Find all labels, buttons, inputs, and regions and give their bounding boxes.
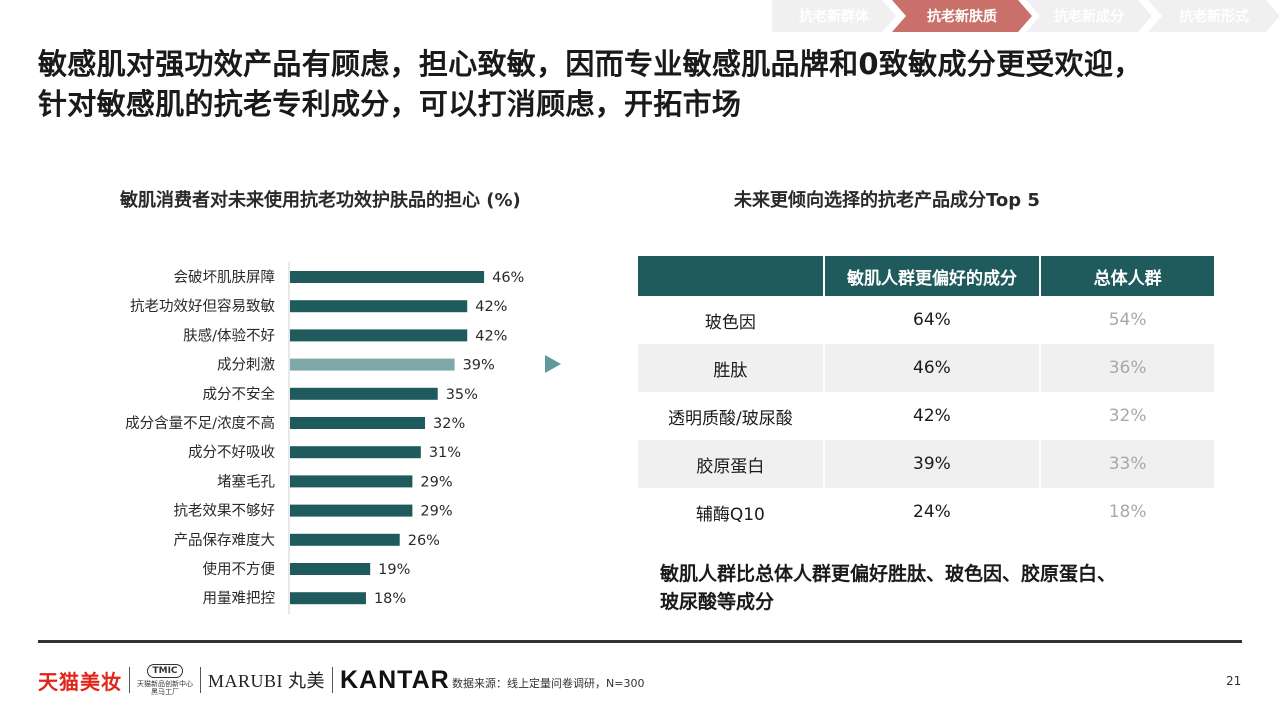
- overall-share: 32%: [1039, 392, 1214, 440]
- category-label: 抗老功效好但容易致敏: [130, 298, 275, 315]
- table-header-row: 敏肌人群更偏好的成分 总体人群: [638, 256, 1214, 296]
- insight-line-1: 敏肌人群比总体人群更偏好胜肽、玻色因、胶原蛋白、: [660, 563, 1117, 585]
- section-nav: 抗老新群体 抗老新肤质 抗老新成分 抗老新形式: [772, 0, 1280, 32]
- bar-value-label: 18%: [374, 591, 406, 607]
- bar: [290, 300, 468, 313]
- bar: [290, 533, 400, 546]
- concerns-bar-chart: 会破坏肌肤屏障 46% 抗老功效好但容易致敏 42% 肤感/体验不好 42% 成分刺激 39%…: [125, 262, 524, 615]
- ingredient-name: 玻色因: [704, 312, 756, 333]
- kantar-logo: KANTAR: [340, 665, 450, 694]
- category-label: 成分刺激: [217, 357, 275, 374]
- nav-tab-new-skin[interactable]: 抗老新肤质: [892, 0, 1032, 32]
- marubi-logo: MARUBI 丸美: [208, 671, 326, 691]
- bar-value-label: 35%: [446, 387, 478, 403]
- logo-separator: [129, 667, 130, 693]
- table-row: 胶原蛋白 39% 33%: [638, 440, 1214, 488]
- table-header-overall: 总体人群: [1039, 256, 1214, 296]
- bar: [290, 329, 468, 342]
- ingredients-table: 敏肌人群更偏好的成分 总体人群 玻色因 64% 54% 胜肽 46% 36% 透…: [638, 256, 1214, 536]
- nav-tab-label: 抗老新肤质: [927, 9, 997, 25]
- overall-share: 33%: [1039, 440, 1214, 488]
- bar: [290, 563, 371, 575]
- bar-value-label: 42%: [475, 328, 507, 344]
- bar-value-label: 31%: [429, 445, 461, 461]
- table-row: 胜肽 46% 36%: [638, 344, 1214, 392]
- insight-line-2: 玻尿酸等成分: [660, 591, 775, 613]
- bar-value-label: 29%: [420, 474, 452, 490]
- bar: [290, 387, 438, 400]
- nav-tab-label: 抗老新形式: [1179, 9, 1249, 25]
- category-label: 堵塞毛孔: [217, 472, 275, 490]
- category-label: 成分不好吸收: [188, 444, 275, 461]
- bar-value-label: 32%: [433, 416, 465, 432]
- table-row: 透明质酸/玻尿酸 42% 32%: [638, 392, 1214, 440]
- category-label: 使用不方便: [203, 561, 276, 578]
- category-label: 抗老效果不够好: [174, 503, 276, 520]
- sensitive-share: 39%: [822, 440, 1040, 488]
- bar-value-label: 26%: [408, 533, 440, 549]
- bar: [290, 504, 413, 517]
- overall-share: 18%: [1039, 488, 1214, 536]
- bar-value-label: 42%: [475, 299, 507, 315]
- bar: [290, 358, 455, 371]
- bar-value-label: 46%: [492, 270, 524, 286]
- page-headline: 敏感肌对强功效产品有顾虑，担心致敏，因而专业敏感肌品牌和0致敏成分更受欢迎， 针…: [38, 44, 1248, 124]
- table-header-sensitive: 敏肌人群更偏好的成分: [822, 256, 1040, 296]
- footer-divider: [38, 640, 1242, 643]
- tmall-beauty-logo: 天猫美妆: [38, 669, 122, 694]
- nav-tab-new-ingredients[interactable]: 抗老新成分: [1026, 0, 1152, 32]
- ingredient-name: 胶原蛋白: [696, 456, 765, 477]
- category-label: 用量难把控: [203, 590, 276, 607]
- sensitive-share: 42%: [822, 392, 1040, 440]
- category-label: 成分不安全: [203, 385, 276, 403]
- ingredient-name: 辅酶Q10: [695, 504, 765, 525]
- logo-separator: [200, 667, 201, 693]
- page-number: 21: [1226, 674, 1242, 688]
- nav-tab-label: 抗老新成分: [1054, 9, 1124, 25]
- headline-line-1: 敏感肌对强功效产品有顾虑，担心致敏，因而专业敏感肌品牌和0致敏成分更受欢迎，: [38, 47, 1143, 81]
- nav-tab-label: 抗老新群体: [799, 9, 869, 25]
- partner-logos: 天猫美妆 TMIC 天猫新品创新中心 黑马工厂 MARUBI 丸美 KANTAR: [38, 660, 450, 700]
- tmic-badge: TMIC: [147, 664, 183, 678]
- headline-line-2: 针对敏感肌的抗老专利成分，可以打消顾虑，开拓市场: [38, 87, 742, 121]
- bar-value-label: 29%: [420, 504, 452, 520]
- tmic-logo: TMIC 天猫新品创新中心 黑马工厂: [137, 664, 193, 696]
- overall-share: 36%: [1039, 344, 1214, 392]
- transition-arrow-icon: [545, 355, 561, 373]
- insight-text: 敏肌人群比总体人群更偏好胜肽、玻色因、胶原蛋白、 玻尿酸等成分: [660, 560, 1180, 616]
- nav-tab-new-groups[interactable]: 抗老新群体: [772, 0, 896, 32]
- bar: [290, 592, 366, 605]
- sensitive-share: 64%: [822, 296, 1040, 344]
- ingredient-name: 透明质酸/玻尿酸: [667, 408, 793, 429]
- category-label: 肤感/体验不好: [183, 327, 275, 344]
- overall-share: 54%: [1039, 296, 1214, 344]
- sensitive-share: 24%: [822, 488, 1040, 536]
- bar: [290, 417, 426, 429]
- sensitive-share: 46%: [822, 344, 1040, 392]
- bar: [290, 446, 421, 459]
- table-title: 未来更倾向选择的抗老产品成分Top 5: [734, 190, 1040, 211]
- category-label: 产品保存难度大: [174, 532, 276, 549]
- ingredient-name: 胜肽: [713, 360, 748, 381]
- category-label: 成分含量不足/浓度不高: [125, 415, 275, 432]
- category-label: 会破坏肌肤屏障: [174, 268, 276, 286]
- bar: [290, 475, 413, 488]
- data-source-note: 数据来源：线上定量问卷调研，N=300: [452, 677, 645, 690]
- logo-separator: [332, 667, 334, 693]
- tmic-subtitle: 天猫新品创新中心: [137, 680, 193, 688]
- tmic-subtitle-2: 黑马工厂: [151, 688, 179, 696]
- bar-value-label: 19%: [378, 562, 410, 578]
- nav-tab-new-formats[interactable]: 抗老新形式: [1148, 0, 1280, 32]
- table-header-ingredient: [638, 256, 823, 296]
- bar: [290, 271, 485, 283]
- table-row: 玻色因 64% 54%: [638, 296, 1214, 344]
- table-row: 辅酶Q10 24% 18%: [638, 488, 1214, 536]
- chart-title: 敏肌消费者对未来使用抗老功效护肤品的担心 (%): [120, 190, 521, 211]
- bar-value-label: 39%: [463, 358, 495, 374]
